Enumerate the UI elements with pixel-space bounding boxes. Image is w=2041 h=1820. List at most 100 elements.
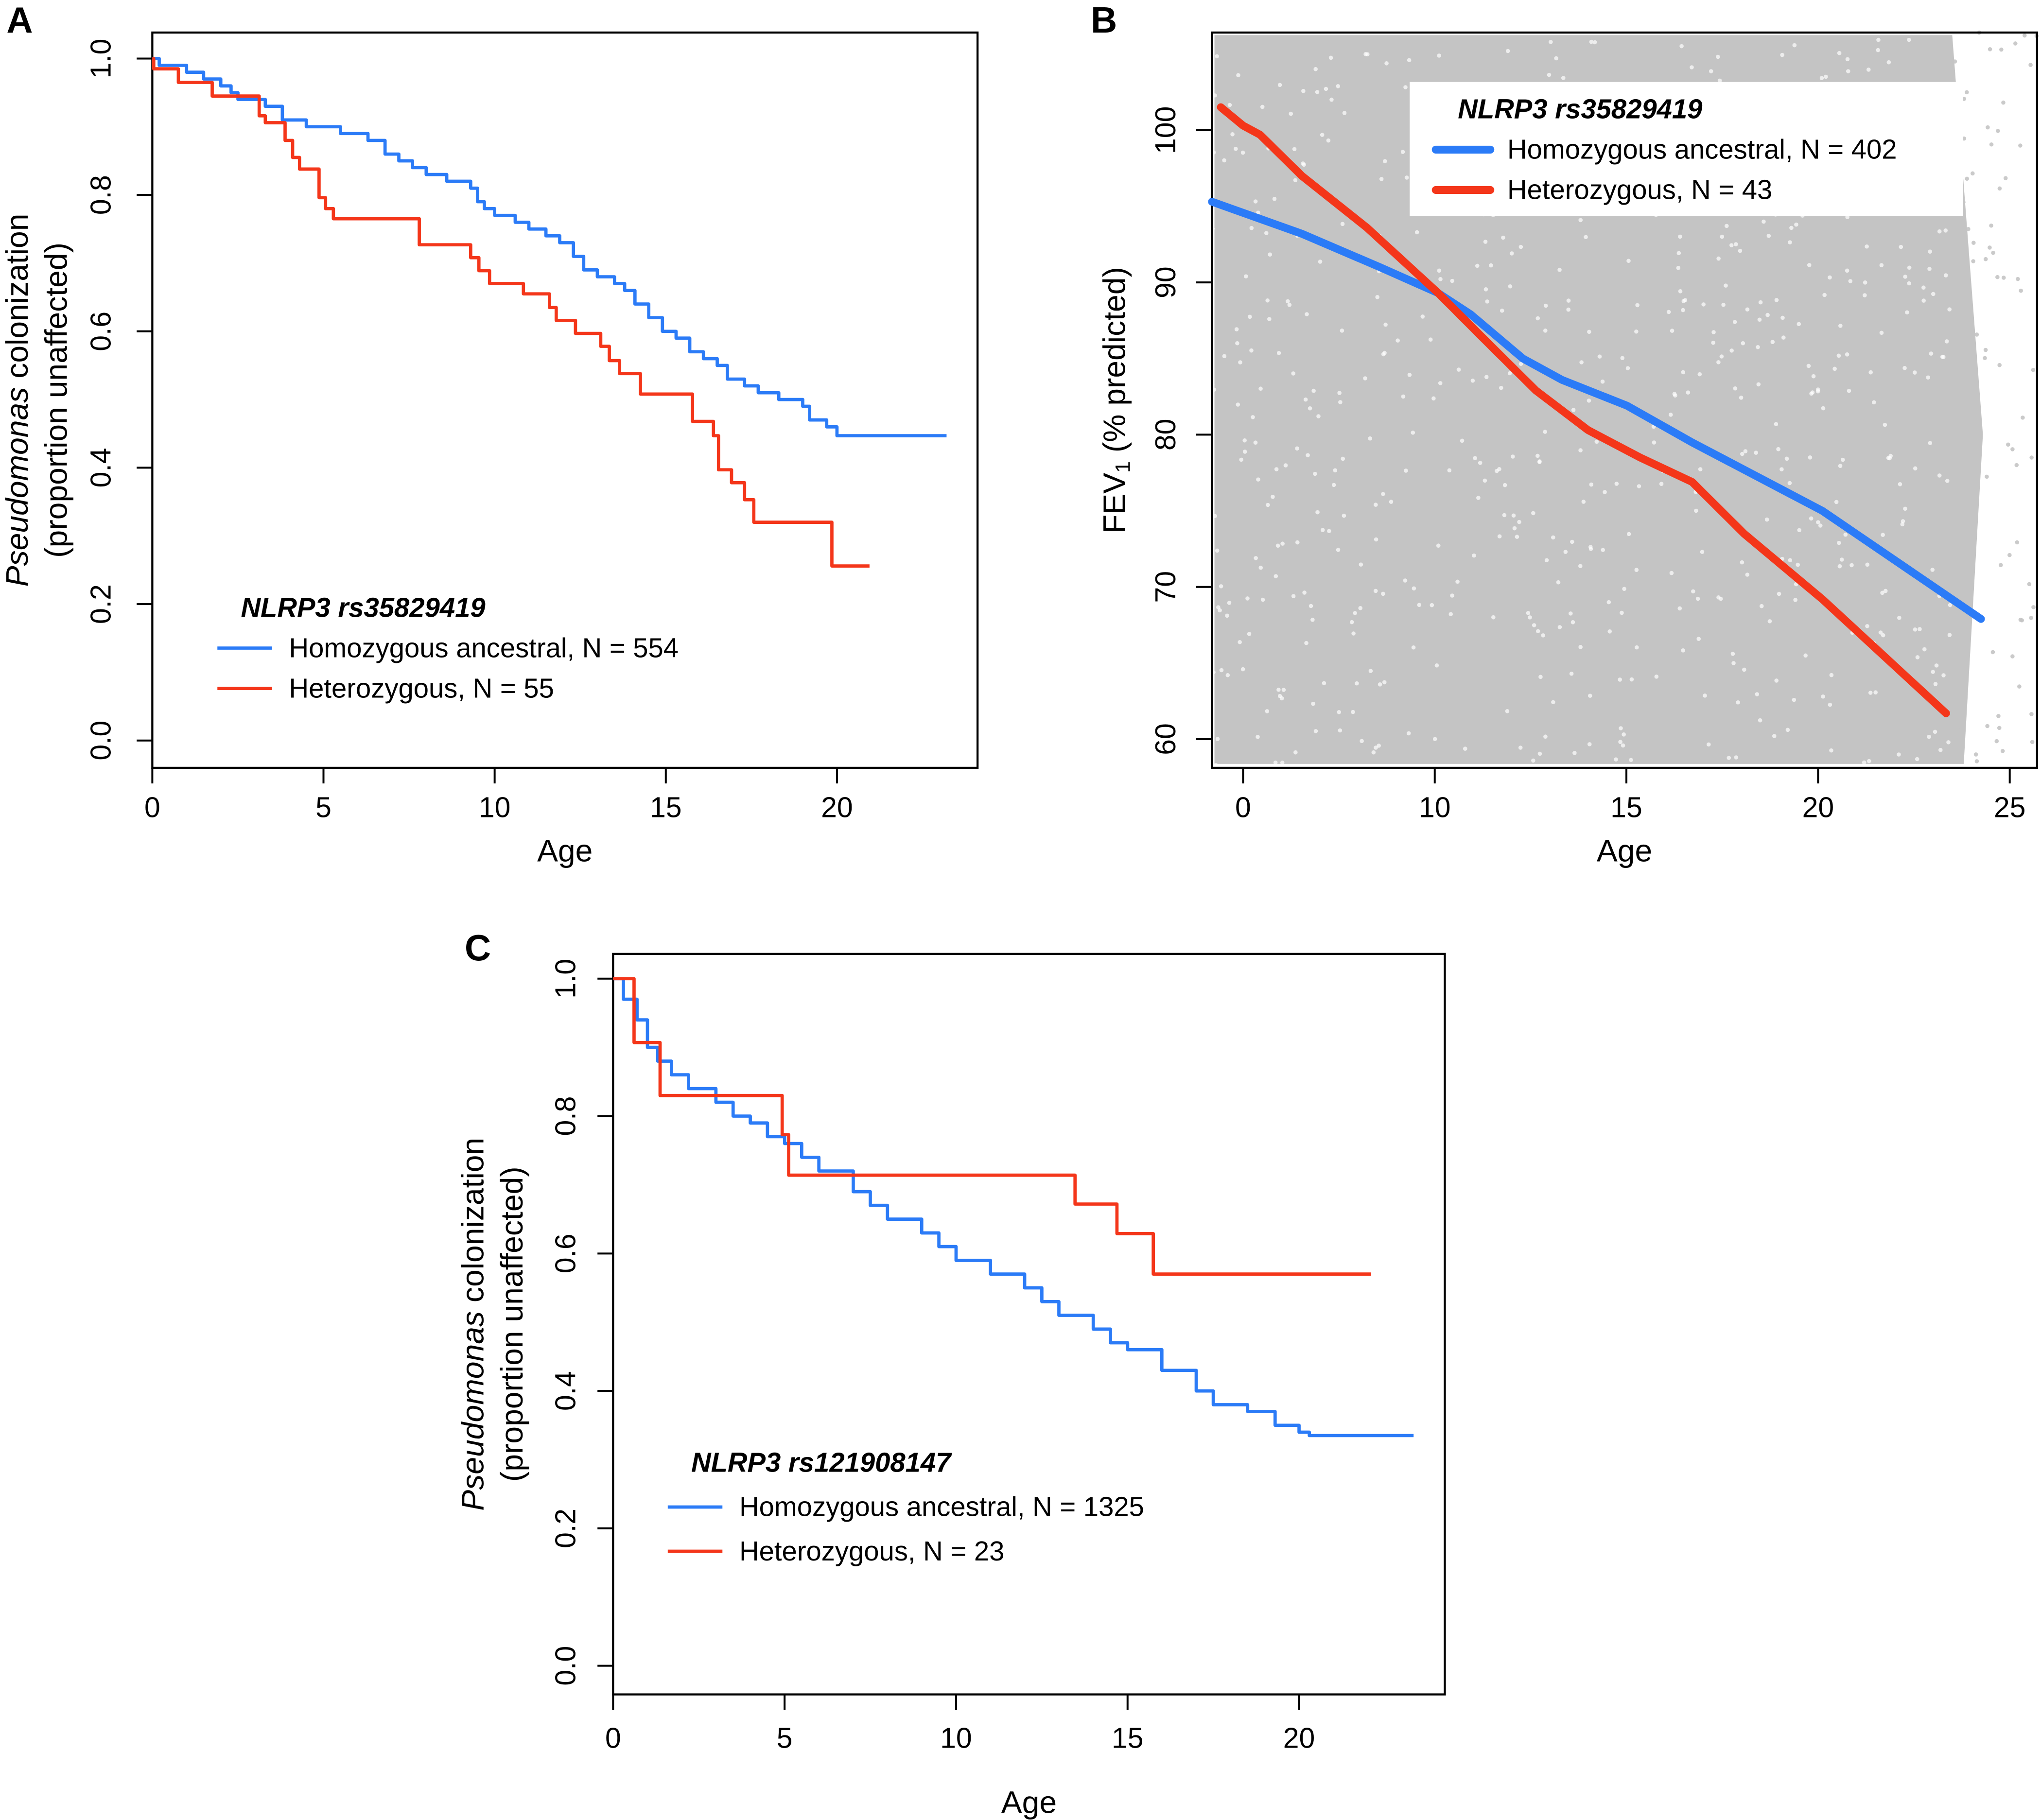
scatter-point [1338,728,1343,733]
scatter-point [1809,391,1814,396]
scatter-point [1838,324,1843,328]
scatter-point [1336,548,1341,552]
scatter-point [1306,453,1310,457]
scatter-point [1943,228,1948,233]
scatter-point [1907,281,1911,286]
scatter-point [2001,276,2006,280]
scatter-point [1995,275,2000,279]
scatter-point [1985,724,1989,728]
scatter-point [1301,161,1305,166]
scatter-point [1251,415,1255,419]
scatter-point [2007,553,2012,557]
scatter-point [1837,564,1842,569]
scatter-point [1417,603,1422,607]
scatter-point [1711,340,1715,345]
plot-frame [1211,31,2039,769]
scatter-point [1531,511,1535,516]
scatter-point [1614,757,1618,762]
scatter-point [1897,616,1901,620]
scatter-point [1238,640,1242,644]
scatter-point [1727,756,1731,760]
scatter-point [1626,532,1631,537]
scatter-point [1589,39,1594,44]
scatter-point [1621,743,1625,748]
scatter-point [1868,691,1873,695]
scatter-point [1676,251,1681,256]
scatter-point [2019,288,2023,293]
scatter-point [1718,596,1723,601]
scatter-point [1711,330,1716,334]
legend: NLRP3 rs35829419 Homozygous ancestral, N … [217,592,679,703]
scatter-point [1927,734,1931,739]
scatter-point [1677,606,1682,611]
plot-frame [612,953,1446,1696]
scatter-point [1287,303,1292,307]
y-tick-label: 0.2 [86,584,117,624]
scatter-point [1883,589,1888,593]
scatter-point [1866,68,1871,72]
scatter-point [1622,732,1626,737]
panel-a: A 0 5 10 15 20 Age 0.0 0.2 0.4 0.6 0.8 1.0 Pseudomona… [0,0,979,868]
scatter-point [1619,726,1623,730]
scatter-point [1403,85,1408,89]
scatter-point [2031,367,2036,372]
scatter-point [1845,268,1849,273]
scatter-point [1742,667,1746,672]
scatter-point [1863,280,1867,285]
scatter-point [1584,235,1588,240]
x-tick-label: 20 [1802,792,1834,824]
y-tick-label: 0.4 [86,448,117,487]
scatter-point [1938,747,1943,752]
scatter-point [1214,763,1218,767]
scatter-point [1777,591,1781,596]
scatter-point [1719,354,1724,359]
scatter-point [1745,572,1750,577]
scatter-point [1762,219,1766,224]
scatter-point [1757,317,1762,322]
scatter-point [2016,277,2020,281]
scatter-point [1266,503,1270,507]
scatter-point [1732,320,1737,324]
scatter-point [1378,682,1382,687]
scatter-point [1547,72,1552,77]
panel-letter: B [1091,0,1117,40]
scatter-point [1792,43,1797,48]
scatter-point [1740,560,1744,565]
scatter-point [1569,611,1573,616]
scatter-point [1863,293,1867,297]
scatter-point [1634,329,1639,334]
y-axis-label-rest: colonization [0,213,35,387]
scatter-point [1333,468,1338,473]
scatter-point [1235,341,1239,346]
scatter-point [1313,729,1318,733]
scatter-point [1499,385,1503,390]
scatter-point [1276,687,1281,692]
scatter-point [1818,523,1823,528]
scatter-point [1222,158,1226,163]
scatter-point [1359,562,1363,567]
scatter-point [1734,755,1739,760]
scatter-point [1666,310,1671,314]
scatter-point [1668,413,1673,417]
scatter-point [1907,265,1912,270]
scatter-point [1338,400,1343,404]
scatter-point [1780,52,1784,57]
scatter-point [1983,347,1988,352]
scatter-point [2021,416,2025,420]
scatter-point [1537,751,1542,756]
series-line-red [152,57,870,568]
legend-title: NLRP3 rs121908147 [691,1447,952,1478]
scatter-point [1736,700,1740,705]
scatter-point [1717,78,1722,83]
scatter-point [1274,467,1279,471]
scatter-point [1377,744,1381,748]
scatter-point [1507,371,1512,376]
scatter-point [2020,618,2024,623]
y-tick-label: 0.0 [86,721,117,761]
legend-entry: Homozygous ancestral, N = 1325 [739,1491,1144,1522]
scatter-point [1998,563,2003,567]
scatter-point [1538,675,1543,679]
scatter-point [1694,508,1698,513]
x-axis-label: Age [537,833,593,868]
scatter-point [1472,553,1476,558]
